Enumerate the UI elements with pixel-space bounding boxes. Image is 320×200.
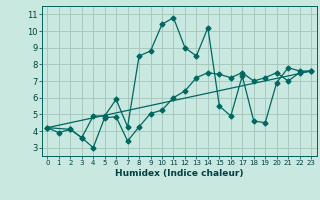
X-axis label: Humidex (Indice chaleur): Humidex (Indice chaleur) bbox=[115, 169, 244, 178]
